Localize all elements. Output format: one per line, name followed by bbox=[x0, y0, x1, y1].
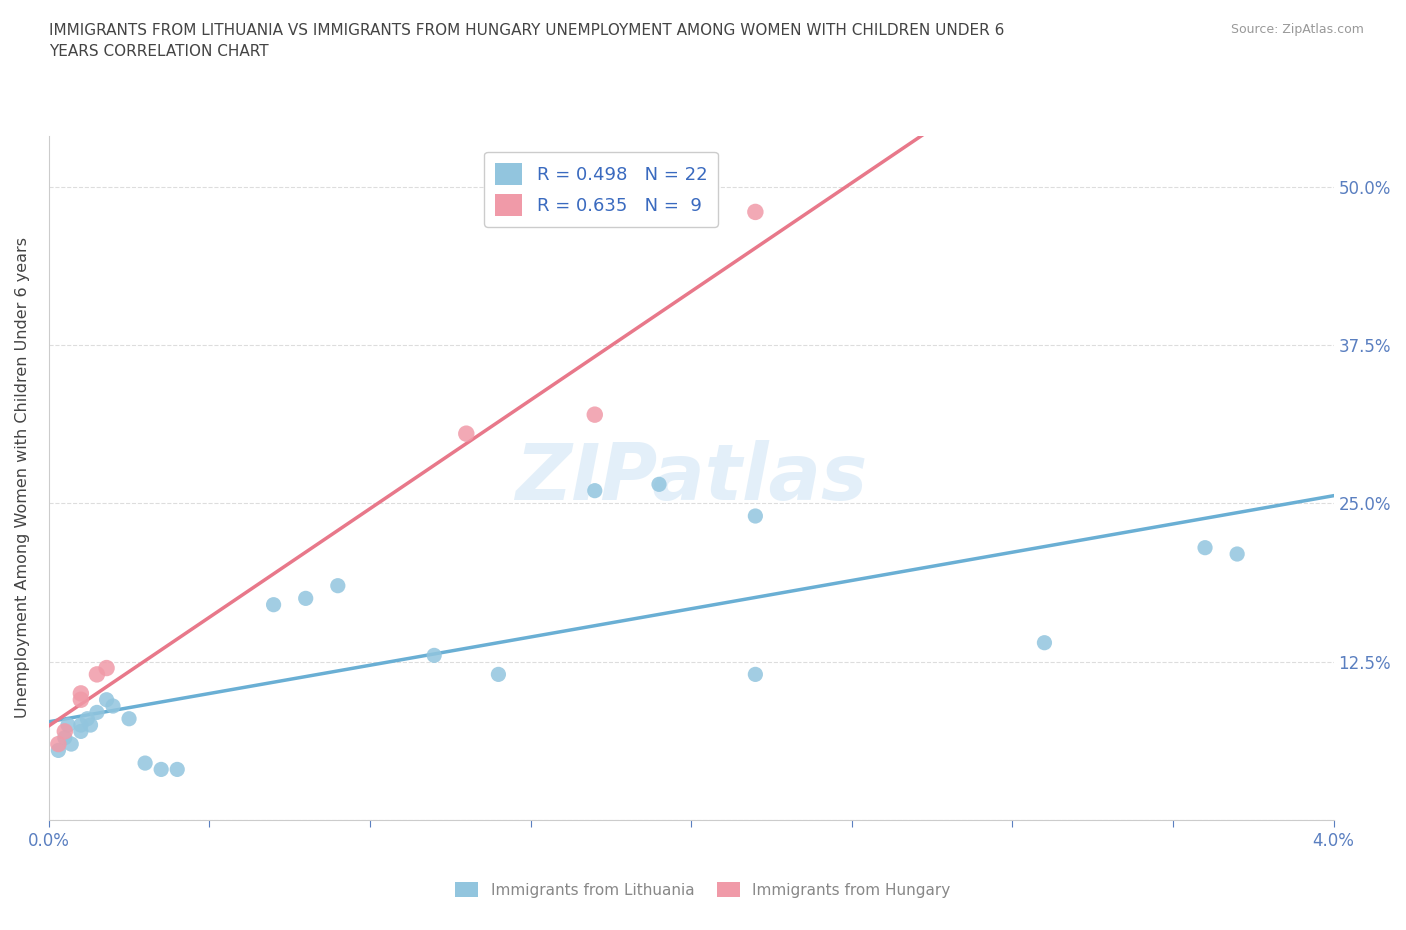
Point bbox=[263, 597, 285, 612]
Point bbox=[70, 718, 93, 733]
Point bbox=[53, 730, 76, 745]
Point bbox=[48, 737, 70, 751]
Point bbox=[56, 718, 79, 733]
Point bbox=[118, 711, 141, 726]
Point bbox=[79, 718, 101, 733]
Point bbox=[456, 426, 478, 441]
Point bbox=[744, 205, 766, 219]
Point bbox=[423, 648, 446, 663]
Text: IMMIGRANTS FROM LITHUANIA VS IMMIGRANTS FROM HUNGARY UNEMPLOYMENT AMONG WOMEN WI: IMMIGRANTS FROM LITHUANIA VS IMMIGRANTS … bbox=[49, 23, 1004, 60]
Text: Source: ZipAtlas.com: Source: ZipAtlas.com bbox=[1230, 23, 1364, 36]
Point bbox=[53, 724, 76, 738]
Point bbox=[134, 756, 156, 771]
Point bbox=[744, 667, 766, 682]
Point bbox=[76, 711, 98, 726]
Point bbox=[48, 743, 70, 758]
Point bbox=[1226, 547, 1249, 562]
Point bbox=[60, 737, 83, 751]
Y-axis label: Unemployment Among Women with Children Under 6 years: Unemployment Among Women with Children U… bbox=[15, 237, 30, 719]
Legend: Immigrants from Lithuania, Immigrants from Hungary: Immigrants from Lithuania, Immigrants fr… bbox=[450, 875, 956, 904]
Text: ZIPatlas: ZIPatlas bbox=[515, 440, 868, 516]
Point bbox=[326, 578, 349, 593]
Point bbox=[486, 667, 509, 682]
Point bbox=[1033, 635, 1056, 650]
Point bbox=[150, 762, 173, 777]
Point bbox=[101, 698, 124, 713]
Point bbox=[744, 509, 766, 524]
Point bbox=[70, 692, 93, 707]
Point bbox=[86, 667, 108, 682]
Point bbox=[86, 705, 108, 720]
Point bbox=[583, 484, 606, 498]
Point bbox=[96, 660, 118, 675]
Legend: R = 0.498   N = 22, R = 0.635   N =  9: R = 0.498 N = 22, R = 0.635 N = 9 bbox=[484, 152, 718, 227]
Point bbox=[583, 407, 606, 422]
Point bbox=[648, 477, 671, 492]
Point bbox=[70, 686, 93, 701]
Point bbox=[70, 724, 93, 738]
Point bbox=[1194, 540, 1216, 555]
Point bbox=[166, 762, 188, 777]
Point bbox=[96, 692, 118, 707]
Point bbox=[294, 591, 316, 605]
